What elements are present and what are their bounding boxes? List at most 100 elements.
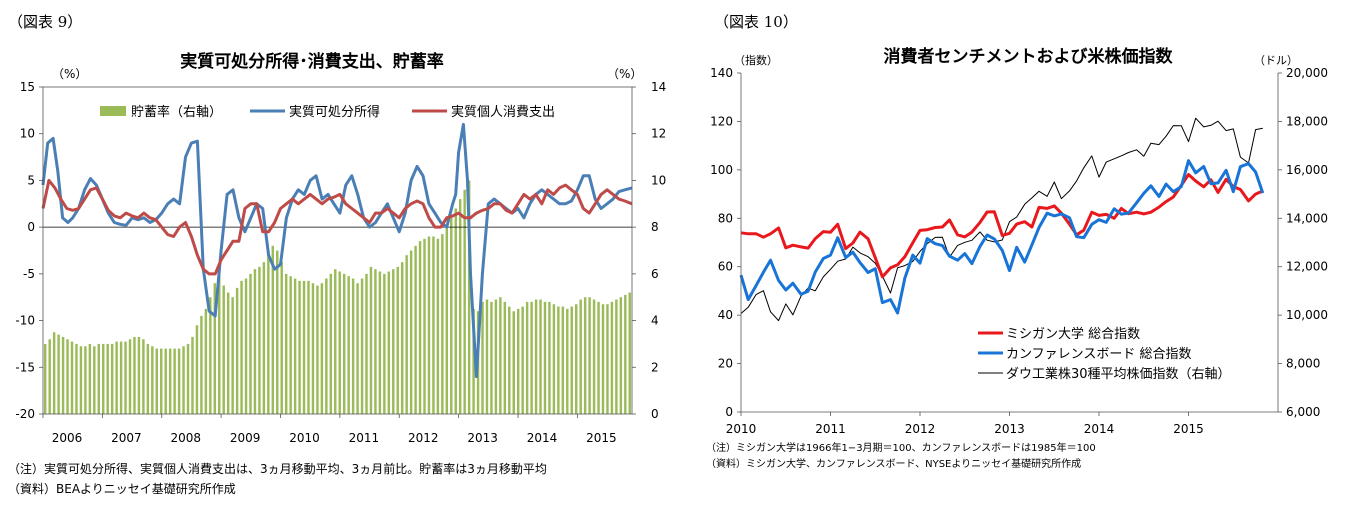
savings-bar [128,339,132,414]
y-tick-label-right: 14 [651,80,666,94]
savings-bar [392,269,395,414]
legend-label: ダウ工業株30種平均株価指数（右軸） [1006,366,1231,382]
chart-title: 実質可処分所得･消費支出、貯蓄率 [180,51,444,72]
savings-bar [231,297,234,414]
x-tick-label: 2014 [1084,422,1115,436]
savings-bar [485,299,489,414]
savings-bar [369,266,373,414]
savings-bar [570,306,573,414]
savings-bar [583,297,587,414]
savings-bar [200,315,203,414]
savings-bar [592,299,596,414]
savings-bar [155,348,159,414]
savings-bar [70,341,74,414]
y-axis-right-unit: （ドル） [1254,54,1298,67]
savings-bar [356,283,359,414]
y-tick-label-right: 0 [651,407,659,421]
y-tick-label-right: 14,000 [1286,211,1328,225]
savings-bar [244,278,248,414]
figure-10: （図表 10） 消費者センチメントおよび米株価指数 （指数） （ドル） 140 120 1… [676,0,1351,517]
savings-bar [414,245,417,414]
chart-sentiment-stock: 消費者センチメントおよび米株価指数 （指数） （ドル） 140 120 100 80 60 40… [710,46,1328,436]
note-line: （注）ミシガン大学は1966年1−3月期＝100、カンファレンスボードは1985… [706,443,1096,454]
savings-bar [334,269,337,414]
savings-bar [57,334,60,414]
source-line: （資料）ミシガン大学、カンファレンスボード、NYSEよりニッセイ基礎研究所作成 [706,459,1082,470]
savings-bar [512,311,515,414]
savings-bar [575,304,578,414]
savings-bar [195,325,199,414]
savings-bar [142,339,145,414]
savings-bar [146,343,150,414]
figure-9: （図表 9） 実質可処分所得･消費支出、貯蓄率 （%） （%） 15 10 5 0 -5 -10… [8,13,666,496]
savings-bar [93,346,96,414]
y-axis-left-unit: （指数） [734,53,778,67]
y-tick-label-left: 60 [718,260,733,274]
y-tick-label-left: 140 [710,66,733,80]
legend-swatch-savings [100,106,126,116]
savings-bar [445,227,449,414]
savings-bar [351,278,355,414]
savings-bar [615,299,618,414]
plot-frame [42,86,633,415]
savings-bar [543,301,547,414]
savings-bar [102,343,105,414]
x-tick-label: 2015 [1173,422,1204,436]
y-tick-label-right: 12,000 [1286,260,1328,274]
savings-bar [436,238,440,414]
savings-bar [534,299,538,414]
savings-bar [472,308,475,414]
savings-bar [284,273,288,414]
figure-label: （図表 10） [714,13,798,31]
savings-bar [298,280,301,414]
savings-bar [226,292,230,414]
savings-bar [508,306,511,414]
y-tick-label-left: 15 [20,80,35,94]
y-tick-label-right: 2 [651,360,659,374]
savings-bar [293,278,297,414]
x-tick-label: 2012 [905,422,936,436]
michigan-line [740,173,1264,279]
savings-bar [601,304,605,414]
savings-bar [441,234,444,414]
savings-bar [280,262,283,414]
savings-bar [481,301,484,414]
x-tick-label: 2013 [467,431,498,445]
y-tick-label-right: 6,000 [1286,405,1320,419]
savings-bar [61,336,65,414]
savings-bar [530,301,533,414]
y-tick-label-left: 100 [710,163,733,177]
y-tick-label-left: 120 [710,114,733,128]
savings-bar [561,306,565,414]
savings-bar [516,308,520,414]
y-tick-label-left: 10 [20,127,35,141]
y-tick-label-right: 20,000 [1286,66,1328,80]
savings-bar [204,308,208,414]
x-tick-label: 2006 [52,431,83,445]
savings-bar [177,348,181,414]
savings-bar [302,280,306,414]
savings-bar [418,241,422,414]
savings-bar [320,283,324,414]
y-axis-right-unit: （%） [607,67,642,81]
conference-board-line [739,159,1265,315]
legend-label: 実質個人消費支出 [451,104,555,120]
savings-bar [383,273,386,414]
x-tick-label: 2010 [726,422,757,436]
savings-bar [325,278,328,414]
savings-bar [619,297,623,414]
y-tick-label-right: 16,000 [1286,163,1328,177]
savings-bar [52,332,56,414]
y-tick-label-right: 8,000 [1286,357,1320,371]
x-tick-label: 2007 [111,431,142,445]
savings-bar [316,285,319,414]
x-tick-label: 2013 [994,422,1025,436]
y-tick-label-left: 40 [718,308,733,322]
dow-line [740,117,1263,322]
savings-bar [378,271,382,414]
y-tick-label-right: 10,000 [1286,308,1328,322]
savings-bar [396,266,399,414]
savings-bar [499,297,502,414]
savings-bar [387,271,391,414]
savings-bar [151,346,154,414]
